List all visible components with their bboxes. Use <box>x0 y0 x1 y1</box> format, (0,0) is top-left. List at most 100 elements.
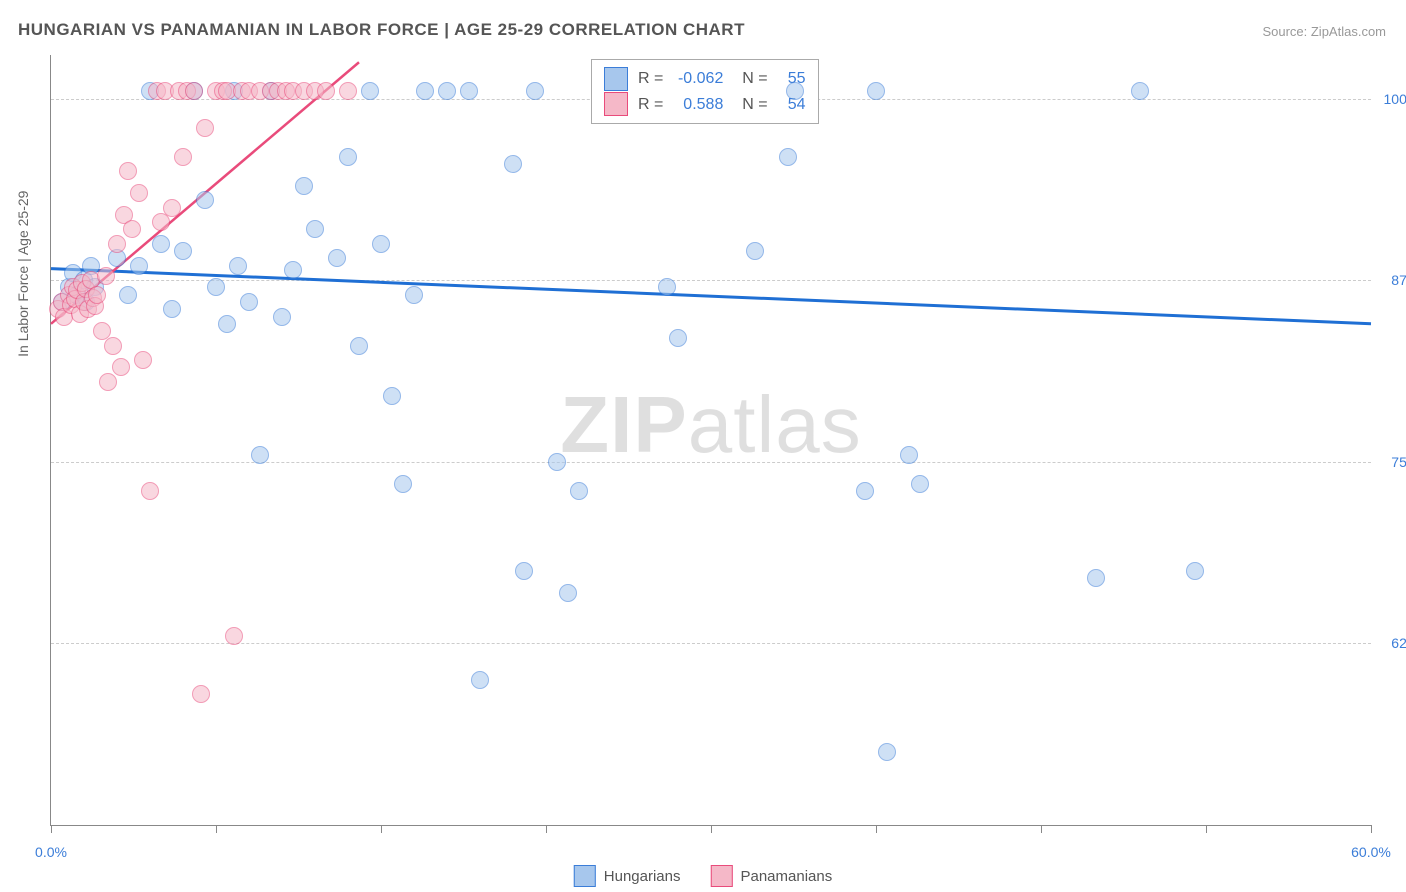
scatter-point <box>152 213 170 231</box>
scatter-point <box>1186 562 1204 580</box>
legend: Hungarians Panamanians <box>574 865 832 887</box>
scatter-point <box>104 337 122 355</box>
y-tick-label: 100.0% <box>1384 91 1406 107</box>
scatter-point <box>192 685 210 703</box>
scatter-point <box>251 446 269 464</box>
scatter-point <box>218 315 236 333</box>
scatter-point <box>339 82 357 100</box>
y-tick-label: 62.5% <box>1391 635 1406 651</box>
stat-r-label: R = <box>638 66 663 92</box>
scatter-point <box>284 261 302 279</box>
scatter-point <box>119 162 137 180</box>
scatter-point <box>207 278 225 296</box>
scatter-point <box>526 82 544 100</box>
scatter-point <box>328 249 346 267</box>
scatter-point <box>134 351 152 369</box>
scatter-point <box>786 82 804 100</box>
y-tick-label: 75.0% <box>1391 454 1406 470</box>
series-swatch <box>604 92 628 116</box>
scatter-point <box>372 235 390 253</box>
y-tick-label: 87.5% <box>1391 272 1406 288</box>
y-axis-label: In Labor Force | Age 25-29 <box>15 191 31 357</box>
stat-n-label: N = <box>733 66 767 92</box>
legend-label: Panamanians <box>740 868 832 885</box>
scatter-point <box>515 562 533 580</box>
scatter-point <box>196 191 214 209</box>
chart-title: HUNGARIAN VS PANAMANIAN IN LABOR FORCE |… <box>18 20 745 40</box>
legend-swatch <box>574 865 596 887</box>
scatter-point <box>152 235 170 253</box>
scatter-point <box>878 743 896 761</box>
legend-label: Hungarians <box>604 868 681 885</box>
scatter-point <box>229 257 247 275</box>
x-tick <box>1371 825 1372 833</box>
scatter-point <box>779 148 797 166</box>
stats-row: R = -0.062 N = 55 <box>604 66 806 92</box>
scatter-point <box>163 199 181 217</box>
scatter-point <box>460 82 478 100</box>
scatter-point <box>416 82 434 100</box>
scatter-point <box>163 300 181 318</box>
scatter-point <box>225 627 243 645</box>
scatter-point <box>658 278 676 296</box>
scatter-point <box>504 155 522 173</box>
x-tick <box>1206 825 1207 833</box>
scatter-point <box>746 242 764 260</box>
scatter-point <box>361 82 379 100</box>
scatter-point <box>856 482 874 500</box>
legend-item: Panamanians <box>710 865 832 887</box>
scatter-point <box>405 286 423 304</box>
legend-swatch <box>710 865 732 887</box>
scatter-point <box>174 242 192 260</box>
x-tick <box>381 825 382 833</box>
scatter-point <box>295 177 313 195</box>
source-label: Source: ZipAtlas.com <box>1262 24 1386 39</box>
scatter-point <box>317 82 335 100</box>
stat-n-label: N = <box>733 92 767 118</box>
stat-r-label: R = <box>638 92 663 118</box>
scatter-point <box>900 446 918 464</box>
scatter-point <box>669 329 687 347</box>
x-tick-label: 0.0% <box>35 844 67 860</box>
scatter-point <box>394 475 412 493</box>
x-tick <box>546 825 547 833</box>
scatter-point <box>130 257 148 275</box>
stat-r-value: -0.062 <box>673 66 723 92</box>
stats-row: R = 0.588 N = 54 <box>604 92 806 118</box>
scatter-point <box>1131 82 1149 100</box>
x-tick <box>876 825 877 833</box>
x-tick-label: 60.0% <box>1351 844 1391 860</box>
scatter-point <box>273 308 291 326</box>
x-tick <box>51 825 52 833</box>
series-swatch <box>604 67 628 91</box>
scatter-point <box>471 671 489 689</box>
scatter-point <box>123 220 141 238</box>
scatter-point <box>570 482 588 500</box>
x-tick <box>216 825 217 833</box>
scatter-point <box>240 293 258 311</box>
scatter-point <box>88 286 106 304</box>
scatter-point <box>141 482 159 500</box>
scatter-point <box>119 286 137 304</box>
scatter-point <box>174 148 192 166</box>
scatter-point <box>339 148 357 166</box>
trend-lines <box>51 55 1371 825</box>
scatter-point <box>867 82 885 100</box>
scatter-point <box>185 82 203 100</box>
scatter-point <box>438 82 456 100</box>
scatter-point <box>99 373 117 391</box>
x-tick <box>1041 825 1042 833</box>
scatter-point <box>112 358 130 376</box>
scatter-point <box>1087 569 1105 587</box>
plot-area: ZIPatlas R = -0.062 N = 55R = 0.588 N = … <box>50 55 1371 826</box>
x-tick <box>711 825 712 833</box>
stats-box: R = -0.062 N = 55R = 0.588 N = 54 <box>591 59 819 124</box>
scatter-point <box>548 453 566 471</box>
scatter-point <box>383 387 401 405</box>
scatter-point <box>97 267 115 285</box>
legend-item: Hungarians <box>574 865 681 887</box>
scatter-point <box>306 220 324 238</box>
scatter-point <box>350 337 368 355</box>
scatter-point <box>196 119 214 137</box>
scatter-point <box>911 475 929 493</box>
